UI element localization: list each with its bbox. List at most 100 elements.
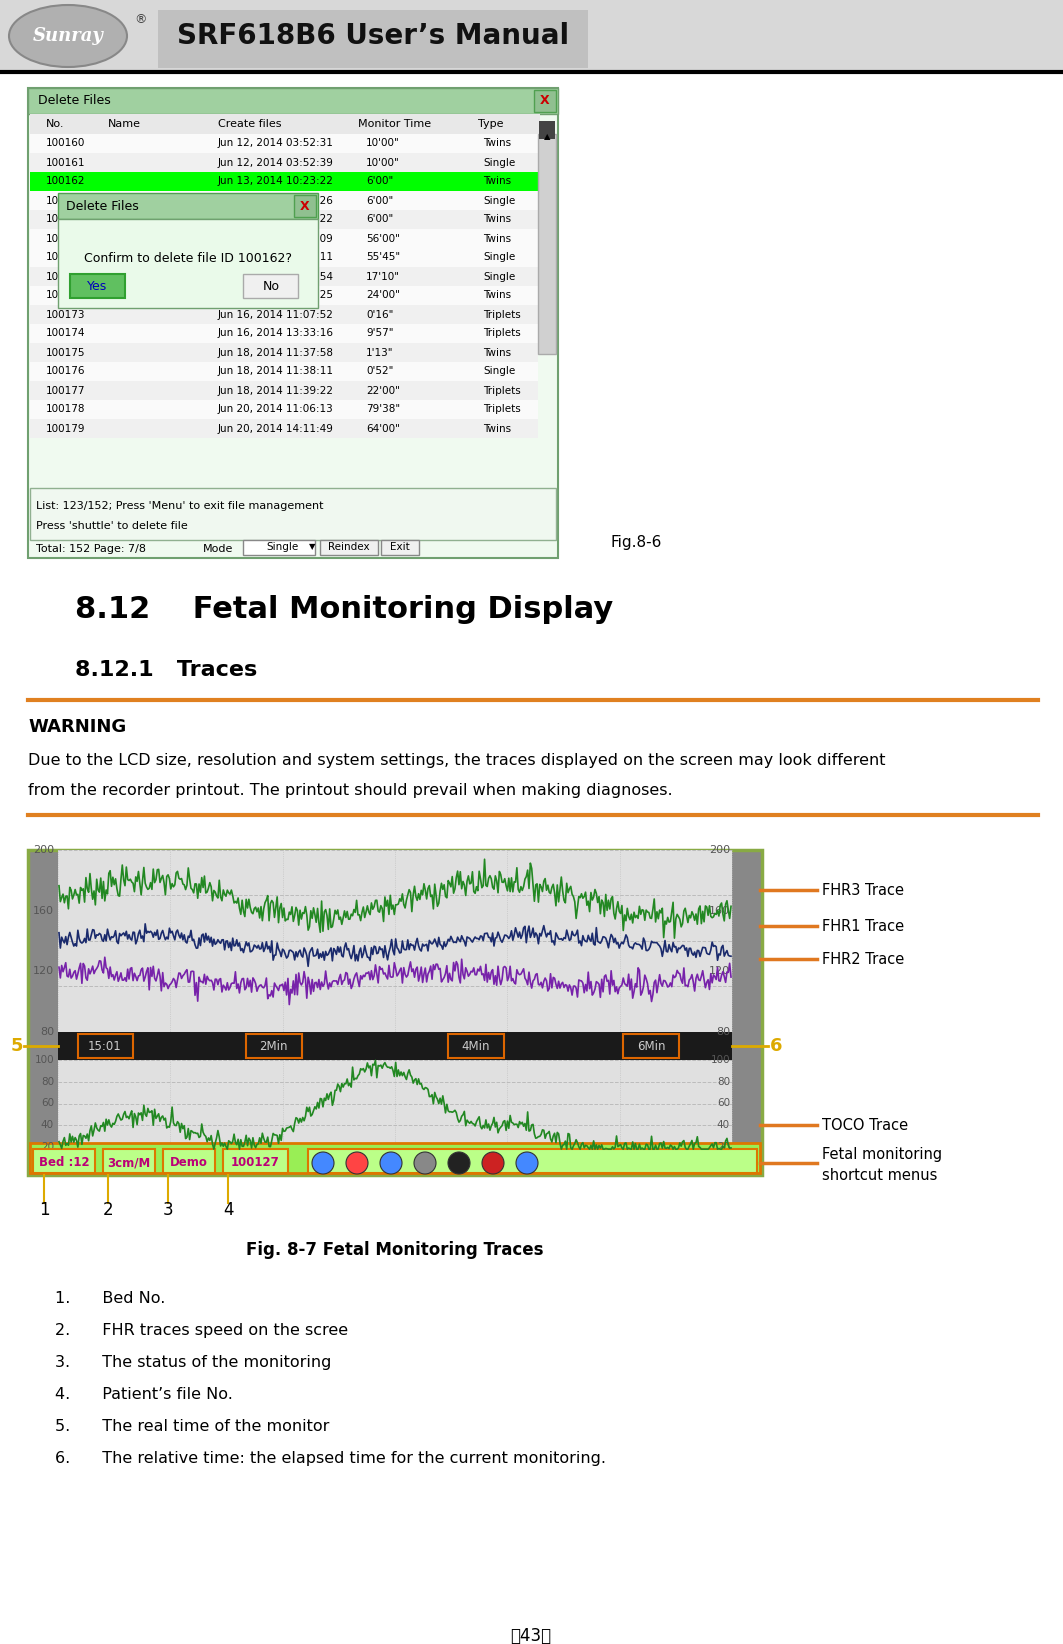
Bar — [58, 1060, 732, 1148]
Text: 100163: 100163 — [46, 196, 85, 206]
Circle shape — [313, 1152, 334, 1174]
Bar — [58, 1032, 732, 1060]
Bar — [30, 488, 556, 539]
Text: 15:01: 15:01 — [88, 1039, 122, 1052]
Text: Delete Files: Delete Files — [66, 199, 139, 212]
Bar — [103, 1149, 155, 1174]
Text: 100172: 100172 — [46, 291, 85, 301]
Bar — [246, 1034, 302, 1059]
Text: 4Min: 4Min — [461, 1039, 490, 1052]
Text: 40: 40 — [40, 1120, 54, 1131]
Bar — [308, 1149, 757, 1174]
Bar — [294, 196, 316, 217]
Text: ▲: ▲ — [544, 133, 551, 141]
Text: ®: ® — [134, 13, 147, 26]
Bar — [30, 399, 538, 419]
Text: Triplets: Triplets — [483, 329, 521, 339]
Text: 4: 4 — [223, 1202, 233, 1218]
Text: 6'00": 6'00" — [366, 214, 393, 225]
Text: FHR1 Trace: FHR1 Trace — [822, 919, 905, 934]
Circle shape — [379, 1152, 402, 1174]
Circle shape — [448, 1152, 470, 1174]
Bar — [30, 286, 538, 306]
Text: 64'00": 64'00" — [366, 424, 400, 434]
Text: Single: Single — [483, 196, 516, 206]
Text: Monitor Time: Monitor Time — [358, 118, 432, 128]
Text: 100161: 100161 — [46, 158, 85, 168]
Bar — [78, 1034, 133, 1059]
Text: Fig.8-6: Fig.8-6 — [610, 536, 661, 551]
Bar — [0, 0, 1063, 72]
Bar — [30, 229, 538, 248]
Bar — [158, 10, 588, 67]
Text: No: No — [263, 279, 280, 293]
Text: 120: 120 — [709, 967, 730, 977]
Text: 80: 80 — [40, 1028, 54, 1037]
Text: Single: Single — [483, 158, 516, 168]
Text: SRF618B6 User’s Manual: SRF618B6 User’s Manual — [176, 21, 569, 49]
Text: 6Min: 6Min — [637, 1039, 665, 1052]
Bar — [30, 362, 538, 381]
Text: Due to the LCD size, resolution and system settings, the traces displayed on the: Due to the LCD size, resolution and syst… — [28, 753, 885, 768]
Text: Twins: Twins — [483, 214, 511, 225]
Bar — [58, 192, 318, 219]
Text: Jun 13, 2014 14:16:11: Jun 13, 2014 14:16:11 — [218, 253, 334, 263]
Text: ～43～: ～43～ — [510, 1628, 552, 1644]
Text: 80: 80 — [716, 1077, 730, 1087]
Text: 160: 160 — [709, 906, 730, 916]
Text: Fig. 8-7 Fetal Monitoring Traces: Fig. 8-7 Fetal Monitoring Traces — [247, 1241, 544, 1259]
Text: Jun 16, 2014 11:07:52: Jun 16, 2014 11:07:52 — [218, 309, 334, 319]
Text: Yes: Yes — [87, 279, 107, 293]
Text: 8.12    Fetal Monitoring Display: 8.12 Fetal Monitoring Display — [75, 595, 613, 625]
Text: Jun 13, 2014 10:27:22: Jun 13, 2014 10:27:22 — [218, 214, 334, 225]
Text: Jun 12, 2014 03:52:31: Jun 12, 2014 03:52:31 — [218, 138, 334, 148]
Bar — [30, 248, 538, 266]
Circle shape — [414, 1152, 436, 1174]
Text: 80: 80 — [715, 1028, 730, 1037]
Text: ▼: ▼ — [309, 543, 316, 551]
Text: 80: 80 — [40, 1077, 54, 1087]
Text: 8.12.1   Traces: 8.12.1 Traces — [75, 659, 257, 681]
Bar — [70, 275, 125, 298]
Text: Press 'shuttle' to delete file: Press 'shuttle' to delete file — [36, 521, 188, 531]
Bar — [28, 850, 762, 1175]
Bar — [320, 539, 378, 556]
Text: 200: 200 — [33, 845, 54, 855]
Bar — [30, 135, 538, 153]
Bar — [163, 1149, 215, 1174]
Circle shape — [516, 1152, 538, 1174]
Bar — [30, 381, 538, 399]
Text: 100127: 100127 — [231, 1156, 280, 1169]
Text: 100: 100 — [710, 1055, 730, 1065]
Bar — [28, 89, 558, 113]
Text: Jun 13, 2014 15:17:25: Jun 13, 2014 15:17:25 — [218, 291, 334, 301]
Text: 6.  The relative time: the elapsed time for the current monitoring.: 6. The relative time: the elapsed time f… — [55, 1450, 606, 1465]
Text: Type: Type — [478, 118, 504, 128]
Bar — [30, 153, 538, 173]
Text: 24'00": 24'00" — [366, 291, 400, 301]
Text: 10'00": 10'00" — [366, 138, 400, 148]
Text: X: X — [540, 94, 550, 107]
Text: 6'00": 6'00" — [366, 196, 393, 206]
Text: 6'00": 6'00" — [366, 176, 393, 186]
Bar — [223, 1149, 288, 1174]
Text: Jun 13, 2014 10:23:26: Jun 13, 2014 10:23:26 — [218, 196, 334, 206]
Text: 5.  The real time of the monitor: 5. The real time of the monitor — [55, 1419, 330, 1434]
Text: 79'38": 79'38" — [366, 404, 400, 414]
Text: 100: 100 — [34, 1055, 54, 1065]
Text: 100171: 100171 — [46, 271, 85, 281]
Text: FHR3 Trace: FHR3 Trace — [822, 883, 904, 898]
Bar — [30, 1143, 760, 1174]
Text: X: X — [300, 199, 309, 212]
Text: 100178: 100178 — [46, 404, 85, 414]
Text: List: 123/152; Press 'Menu' to exit file management: List: 123/152; Press 'Menu' to exit file… — [36, 501, 323, 511]
Text: from the recorder printout. The printout should prevail when making diagnoses.: from the recorder printout. The printout… — [28, 783, 673, 797]
Text: 17'10": 17'10" — [366, 271, 400, 281]
Text: 5: 5 — [11, 1037, 23, 1055]
Text: TOCO Trace: TOCO Trace — [822, 1118, 908, 1133]
Text: 2Min: 2Min — [259, 1039, 288, 1052]
Text: 100176: 100176 — [46, 367, 85, 376]
Text: 0'52": 0'52" — [366, 367, 393, 376]
Text: Single: Single — [266, 543, 299, 552]
Text: 100160: 100160 — [46, 138, 85, 148]
